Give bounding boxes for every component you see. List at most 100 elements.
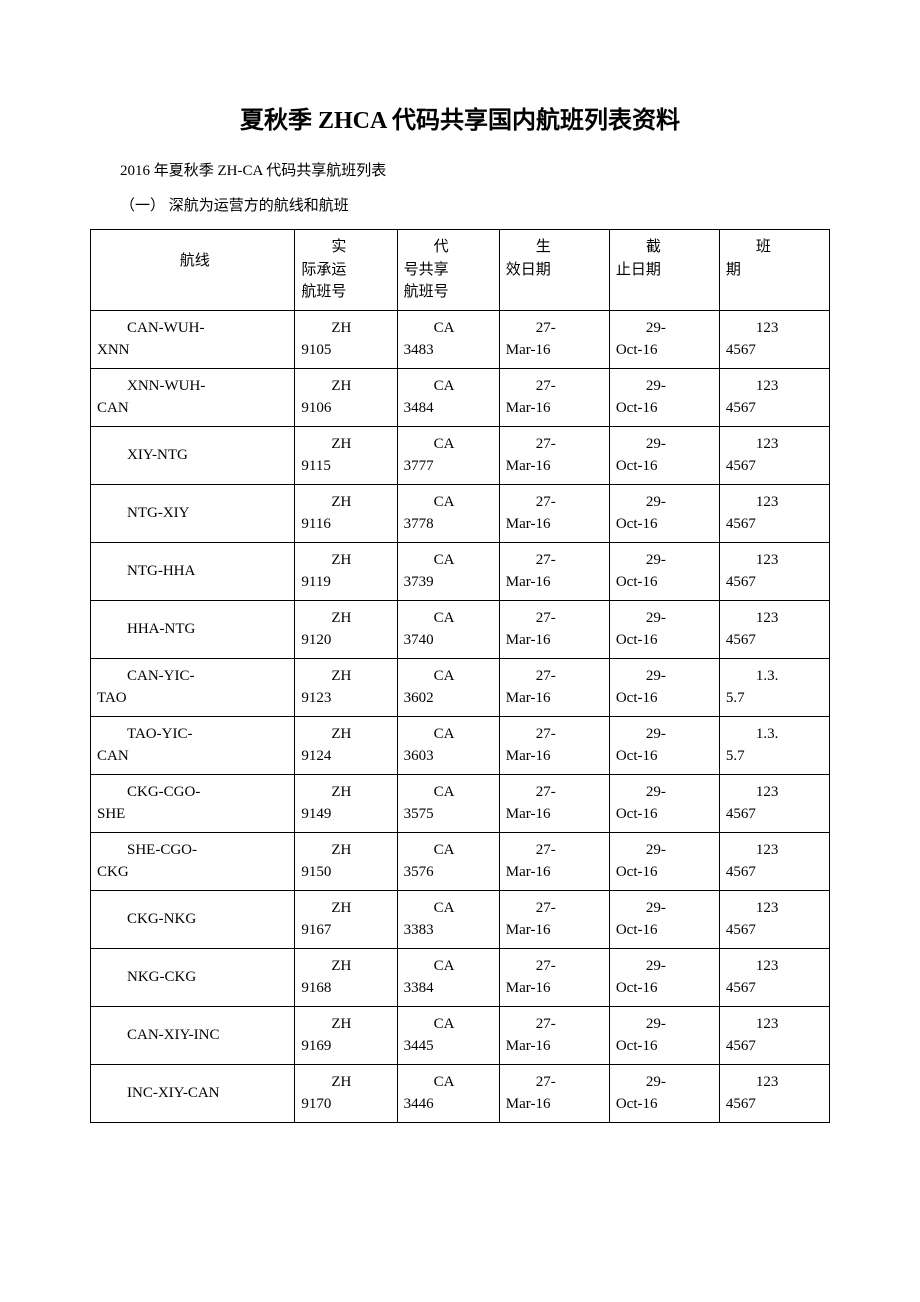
header-code: 代 号共享 航班号 — [397, 230, 499, 311]
table-row: CKG-NKG ZH9167 CA3383 27-Mar-16 29-Oct-1… — [91, 890, 830, 948]
code-cell: CA3383 — [397, 890, 499, 948]
table-row: XNN-WUH-CAN ZH9106 CA3484 27-Mar-16 29-O… — [91, 368, 830, 426]
actual-cell: ZH9106 — [295, 368, 397, 426]
end-cell: 29-Oct-16 — [609, 890, 719, 948]
code-cell: CA3777 — [397, 426, 499, 484]
end-cell: 29-Oct-16 — [609, 484, 719, 542]
actual-cell: ZH9120 — [295, 600, 397, 658]
eff-cell: 27-Mar-16 — [499, 1064, 609, 1122]
end-cell: 29-Oct-16 — [609, 368, 719, 426]
section-text: 深航为运营方的航线和航班 — [165, 198, 349, 214]
end-cell: 29-Oct-16 — [609, 600, 719, 658]
route-cell: CKG-CGO-SHE — [91, 774, 295, 832]
code-cell: CA3384 — [397, 948, 499, 1006]
table-row: CAN-WUH-XNN ZH9105 CA3483 27-Mar-16 29-O… — [91, 310, 830, 368]
actual-cell: ZH9105 — [295, 310, 397, 368]
end-cell: 29-Oct-16 — [609, 948, 719, 1006]
code-cell: CA3739 — [397, 542, 499, 600]
eff-cell: 27-Mar-16 — [499, 890, 609, 948]
actual-cell: ZH9123 — [295, 658, 397, 716]
actual-cell: ZH9167 — [295, 890, 397, 948]
code-cell: CA3602 — [397, 658, 499, 716]
actual-cell: ZH9150 — [295, 832, 397, 890]
eff-cell: 27-Mar-16 — [499, 310, 609, 368]
table-row: HHA-NTG ZH9120 CA3740 27-Mar-16 29-Oct-1… — [91, 600, 830, 658]
eff-cell: 27-Mar-16 — [499, 542, 609, 600]
route-cell: CAN-XIY-INC — [91, 1006, 295, 1064]
route-cell: XNN-WUH-CAN — [91, 368, 295, 426]
route-cell: HHA-NTG — [91, 600, 295, 658]
code-cell: CA3576 — [397, 832, 499, 890]
section-prefix: （一） — [120, 198, 165, 214]
eff-cell: 27-Mar-16 — [499, 600, 609, 658]
table-row: CAN-XIY-INC ZH9169 CA3445 27-Mar-16 29-O… — [91, 1006, 830, 1064]
end-cell: 29-Oct-16 — [609, 658, 719, 716]
end-cell: 29-Oct-16 — [609, 426, 719, 484]
sched-cell: 1234567 — [719, 890, 829, 948]
table-row: INC-XIY-CAN ZH9170 CA3446 27-Mar-16 29-O… — [91, 1064, 830, 1122]
header-end: 截 止日期 — [609, 230, 719, 311]
actual-cell: ZH9169 — [295, 1006, 397, 1064]
sched-cell: 1234567 — [719, 832, 829, 890]
sched-cell: 1234567 — [719, 774, 829, 832]
table-row: TAO-YIC-CAN ZH9124 CA3603 27-Mar-16 29-O… — [91, 716, 830, 774]
header-schedule: 班 期 — [719, 230, 829, 311]
header-actual: 实 际承运 航班号 — [295, 230, 397, 311]
page-title: 夏秋季 ZHCA 代码共享国内航班列表资料 — [90, 100, 830, 135]
actual-cell: ZH9170 — [295, 1064, 397, 1122]
route-cell: CAN-WUH-XNN — [91, 310, 295, 368]
code-cell: CA3778 — [397, 484, 499, 542]
end-cell: 29-Oct-16 — [609, 716, 719, 774]
sched-cell: 1234567 — [719, 1006, 829, 1064]
sched-cell: 1234567 — [719, 484, 829, 542]
table-header-row: 航线 实 际承运 航班号 代 号共享 航班号 生 效日期 截 止日期 — [91, 230, 830, 311]
end-cell: 29-Oct-16 — [609, 832, 719, 890]
eff-cell: 27-Mar-16 — [499, 484, 609, 542]
eff-cell: 27-Mar-16 — [499, 426, 609, 484]
section-label: （一） 深航为运营方的航线和航班 — [90, 194, 830, 215]
end-cell: 29-Oct-16 — [609, 1064, 719, 1122]
route-cell: NTG-XIY — [91, 484, 295, 542]
sched-cell: 1234567 — [719, 948, 829, 1006]
code-cell: CA3740 — [397, 600, 499, 658]
subtitle: 2016 年夏秋季 ZH-CA 代码共享航班列表 — [90, 159, 830, 180]
route-cell: TAO-YIC-CAN — [91, 716, 295, 774]
code-cell: CA3445 — [397, 1006, 499, 1064]
table-row: NKG-CKG ZH9168 CA3384 27-Mar-16 29-Oct-1… — [91, 948, 830, 1006]
eff-cell: 27-Mar-16 — [499, 948, 609, 1006]
eff-cell: 27-Mar-16 — [499, 832, 609, 890]
actual-cell: ZH9168 — [295, 948, 397, 1006]
end-cell: 29-Oct-16 — [609, 310, 719, 368]
actual-cell: ZH9119 — [295, 542, 397, 600]
actual-cell: ZH9149 — [295, 774, 397, 832]
code-cell: CA3446 — [397, 1064, 499, 1122]
sched-cell: 1.3.5.7 — [719, 658, 829, 716]
sched-cell: 1234567 — [719, 542, 829, 600]
header-effective: 生 效日期 — [499, 230, 609, 311]
route-cell: NKG-CKG — [91, 948, 295, 1006]
code-cell: CA3575 — [397, 774, 499, 832]
code-cell: CA3483 — [397, 310, 499, 368]
sched-cell: 1234567 — [719, 600, 829, 658]
flights-table: 航线 实 际承运 航班号 代 号共享 航班号 生 效日期 截 止日期 — [90, 229, 830, 1123]
code-cell: CA3603 — [397, 716, 499, 774]
table-row: CAN-YIC-TAO ZH9123 CA3602 27-Mar-16 29-O… — [91, 658, 830, 716]
table-row: NTG-XIY ZH9116 CA3778 27-Mar-16 29-Oct-1… — [91, 484, 830, 542]
table-row: NTG-HHA ZH9119 CA3739 27-Mar-16 29-Oct-1… — [91, 542, 830, 600]
code-cell: CA3484 — [397, 368, 499, 426]
table-row: SHE-CGO-CKG ZH9150 CA3576 27-Mar-16 29-O… — [91, 832, 830, 890]
route-cell: XIY-NTG — [91, 426, 295, 484]
table-row: CKG-CGO-SHE ZH9149 CA3575 27-Mar-16 29-O… — [91, 774, 830, 832]
route-cell: INC-XIY-CAN — [91, 1064, 295, 1122]
table-body: CAN-WUH-XNN ZH9105 CA3483 27-Mar-16 29-O… — [91, 310, 830, 1122]
eff-cell: 27-Mar-16 — [499, 716, 609, 774]
sched-cell: 1234567 — [719, 1064, 829, 1122]
route-cell: NTG-HHA — [91, 542, 295, 600]
route-cell: CKG-NKG — [91, 890, 295, 948]
table-row: XIY-NTG ZH9115 CA3777 27-Mar-16 29-Oct-1… — [91, 426, 830, 484]
sched-cell: 1234567 — [719, 426, 829, 484]
eff-cell: 27-Mar-16 — [499, 368, 609, 426]
sched-cell: 1234567 — [719, 368, 829, 426]
end-cell: 29-Oct-16 — [609, 542, 719, 600]
route-cell: CAN-YIC-TAO — [91, 658, 295, 716]
